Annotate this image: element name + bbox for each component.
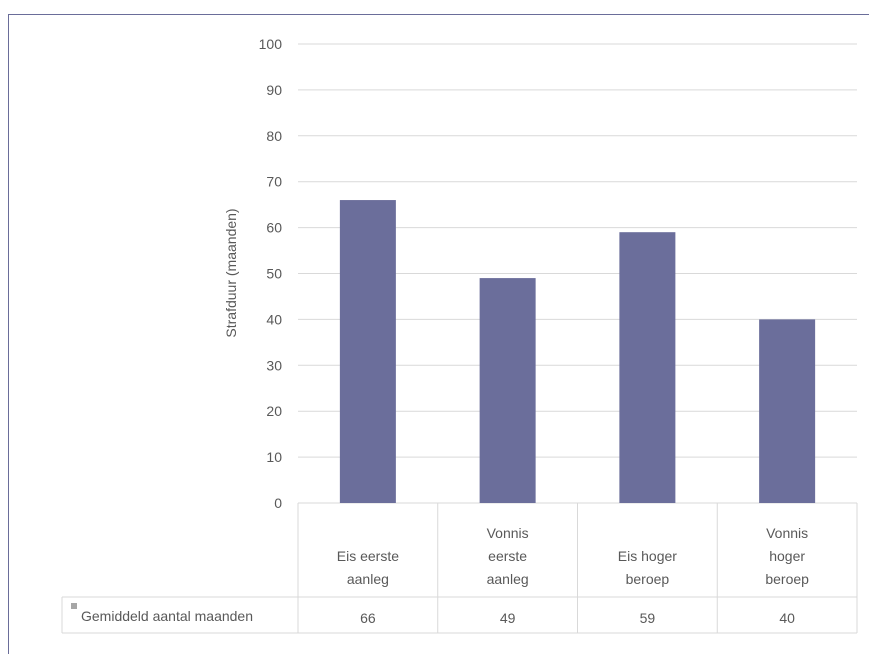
table-value: 40 — [779, 610, 795, 626]
category-label: Vonnis — [766, 525, 808, 541]
bar — [759, 319, 816, 503]
legend-key — [71, 603, 77, 609]
category-label: aanleg — [347, 571, 389, 587]
bar — [479, 278, 536, 503]
category-label: Vonnis — [487, 525, 529, 541]
bar — [339, 200, 396, 503]
category-label: Eis eerste — [337, 548, 399, 564]
y-axis-label: Strafduur (maanden) — [223, 208, 239, 337]
y-tick-label: 70 — [266, 174, 282, 190]
y-tick-label: 100 — [259, 36, 283, 52]
table-value: 59 — [640, 610, 656, 626]
category-label: aanleg — [487, 571, 529, 587]
table-value: 49 — [500, 610, 516, 626]
y-tick-label: 20 — [266, 403, 282, 419]
y-tick-label: 60 — [266, 220, 282, 236]
y-tick-label: 50 — [266, 266, 282, 282]
category-label: beroep — [626, 571, 670, 587]
y-tick-label: 30 — [266, 357, 282, 373]
y-tick-label: 40 — [266, 311, 282, 327]
y-tick-label: 80 — [266, 128, 282, 144]
y-tick-label: 10 — [266, 449, 282, 465]
category-label: Eis hoger — [618, 548, 677, 564]
table-value: 66 — [360, 610, 376, 626]
series-name: Gemiddeld aantal maanden — [81, 608, 253, 624]
y-tick-label: 0 — [274, 495, 282, 511]
bar — [619, 232, 676, 503]
chart-frame — [8, 14, 869, 654]
y-tick-label: 90 — [266, 82, 282, 98]
category-label: beroep — [765, 571, 809, 587]
category-label: eerste — [488, 548, 527, 564]
category-label: hoger — [769, 548, 805, 564]
